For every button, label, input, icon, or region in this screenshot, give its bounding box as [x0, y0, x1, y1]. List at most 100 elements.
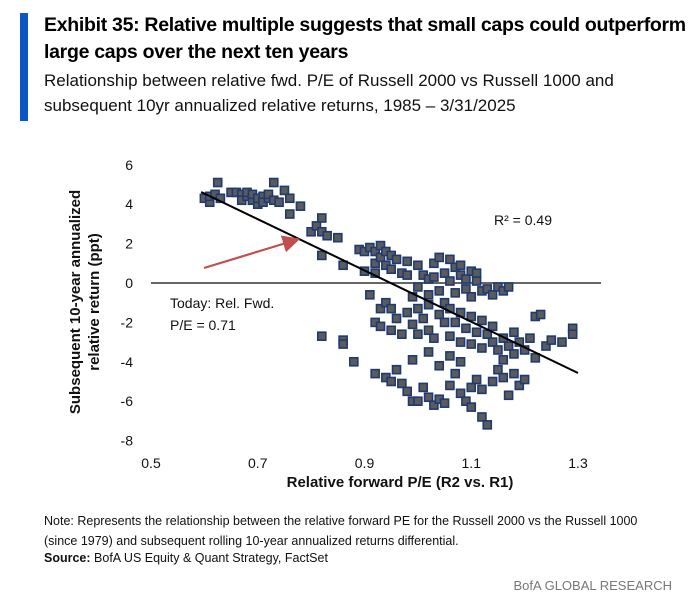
- data-point: [471, 276, 482, 286]
- data-point: [434, 286, 445, 296]
- data-point: [386, 303, 396, 314]
- x-tick-label: 0.9: [355, 455, 375, 471]
- data-point: [284, 209, 295, 219]
- data-point: [466, 382, 477, 393]
- data-point: [212, 177, 223, 188]
- data-point: [349, 356, 359, 367]
- data-point: [423, 347, 434, 357]
- y-tick-label: -4: [121, 354, 134, 370]
- x-axis-title: Relative forward P/E (R2 vs. R1): [287, 474, 514, 491]
- y-tick-label: -8: [121, 433, 134, 449]
- data-point: [402, 307, 413, 318]
- data-point: [546, 335, 557, 345]
- data-point: [477, 343, 487, 353]
- trend-line: [200, 191, 579, 374]
- data-point: [322, 230, 332, 241]
- data-point: [391, 254, 402, 265]
- data-point: [482, 284, 493, 294]
- data-point: [316, 213, 327, 223]
- data-point: [402, 386, 413, 397]
- data-point: [461, 323, 471, 334]
- y-axis-title: Subsequent 10-year annualized relative re…: [67, 190, 103, 414]
- data-point: [295, 201, 306, 211]
- data-point: [461, 396, 471, 407]
- data-point: [413, 282, 423, 292]
- data-point: [365, 290, 375, 300]
- x-tick-label: 0.7: [248, 455, 268, 471]
- data-point: [498, 372, 509, 383]
- data-point: [391, 313, 402, 324]
- y-tick-label: 0: [125, 275, 133, 291]
- annotation-line-2: P/E = 0.71: [170, 317, 236, 333]
- exhibit-subtitle: Relationship between relative fwd. P/E o…: [44, 71, 614, 115]
- data-point: [445, 254, 455, 265]
- y-tick-label: 6: [125, 157, 133, 173]
- x-tick-label: 1.3: [568, 455, 588, 471]
- data-point: [541, 341, 551, 351]
- data-point: [509, 327, 519, 338]
- data-point: [338, 339, 348, 349]
- data-point: [413, 303, 423, 314]
- data-point: [429, 400, 439, 410]
- data-point: [434, 360, 445, 371]
- data-point: [450, 368, 461, 379]
- data-point: [391, 364, 402, 375]
- data-point: [439, 268, 450, 278]
- data-point: [407, 319, 418, 330]
- data-point: [487, 321, 498, 332]
- data-point: [429, 272, 439, 282]
- y-tick-label: 4: [125, 196, 133, 212]
- source-text: BofA US Equity & Quant Strategy, FactSet: [94, 551, 328, 565]
- data-point: [311, 221, 322, 231]
- data-point: [471, 327, 482, 338]
- data-point: [493, 345, 503, 355]
- data-point: [466, 402, 477, 412]
- x-tick-label: 1.1: [462, 455, 482, 471]
- data-point: [370, 368, 380, 379]
- data-point: [445, 276, 455, 286]
- source-line: Source: BofA US Equity & Quant Strategy,…: [44, 551, 328, 565]
- data-point: [455, 388, 466, 399]
- data-point: [402, 256, 413, 267]
- data-point: [375, 321, 386, 332]
- data-point: [471, 374, 482, 385]
- data-point: [263, 189, 274, 200]
- data-point: [413, 260, 423, 271]
- data-point: [268, 177, 279, 188]
- data-point: [461, 284, 471, 294]
- data-point: [381, 297, 391, 308]
- data-point: [445, 351, 455, 361]
- data-point: [509, 349, 519, 359]
- data-point: [375, 303, 386, 314]
- data-point: [503, 282, 514, 292]
- data-point: [434, 309, 445, 320]
- footnote: Note: Represents the relationship betwee…: [44, 514, 638, 548]
- data-point: [514, 380, 525, 391]
- data-point: [466, 339, 477, 349]
- data-point: [493, 364, 503, 375]
- data-point: [487, 376, 498, 387]
- data-point: [370, 258, 380, 269]
- data-point: [530, 353, 541, 363]
- data-point: [487, 337, 498, 347]
- data-point: [477, 315, 487, 326]
- data-point: [466, 291, 477, 302]
- data-point: [455, 337, 466, 347]
- data-point: [445, 331, 455, 341]
- data-point: [450, 317, 461, 328]
- data-point: [439, 297, 450, 308]
- data-point: [471, 268, 482, 278]
- brand-logo-text: BofA GLOBAL RESEARCH: [513, 578, 672, 593]
- data-point: [423, 325, 434, 336]
- data-point: [423, 392, 434, 403]
- data-point: [397, 329, 407, 340]
- data-point: [386, 264, 396, 275]
- x-tick-label: 0.5: [141, 455, 161, 471]
- data-point: [509, 368, 519, 379]
- data-point: [482, 420, 493, 430]
- data-point: [386, 325, 396, 336]
- accent-bar: [20, 13, 28, 121]
- data-point: [407, 355, 418, 365]
- data-point: [450, 288, 461, 298]
- data-point: [418, 313, 429, 324]
